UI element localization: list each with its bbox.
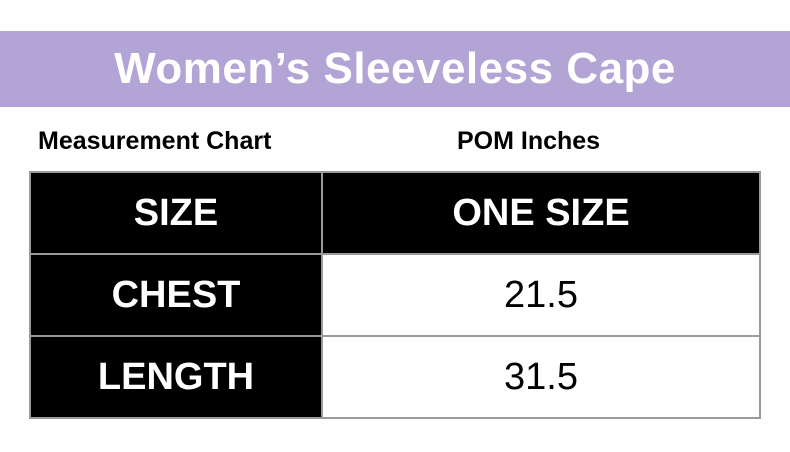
chest-label-cell: CHEST	[29, 253, 323, 337]
table-header-row: SIZE ONE SIZE	[29, 171, 761, 255]
table-row: LENGTH 31.5	[29, 335, 761, 419]
length-label-cell: LENGTH	[29, 335, 323, 419]
measurement-chart-label: Measurement Chart	[38, 127, 272, 155]
pom-inches-label: POM Inches	[457, 127, 601, 155]
length-value-cell: 31.5	[321, 335, 761, 419]
size-header-cell: SIZE	[29, 171, 323, 255]
title-banner: Women’s Sleeveless Cape	[0, 31, 790, 107]
one-size-header-cell: ONE SIZE	[321, 171, 761, 255]
page-title: Women’s Sleeveless Cape	[114, 44, 676, 93]
measurement-table: SIZE ONE SIZE CHEST 21.5 LENGTH 31.5	[29, 171, 761, 419]
table-row: CHEST 21.5	[29, 253, 761, 337]
chest-value-cell: 21.5	[321, 253, 761, 337]
